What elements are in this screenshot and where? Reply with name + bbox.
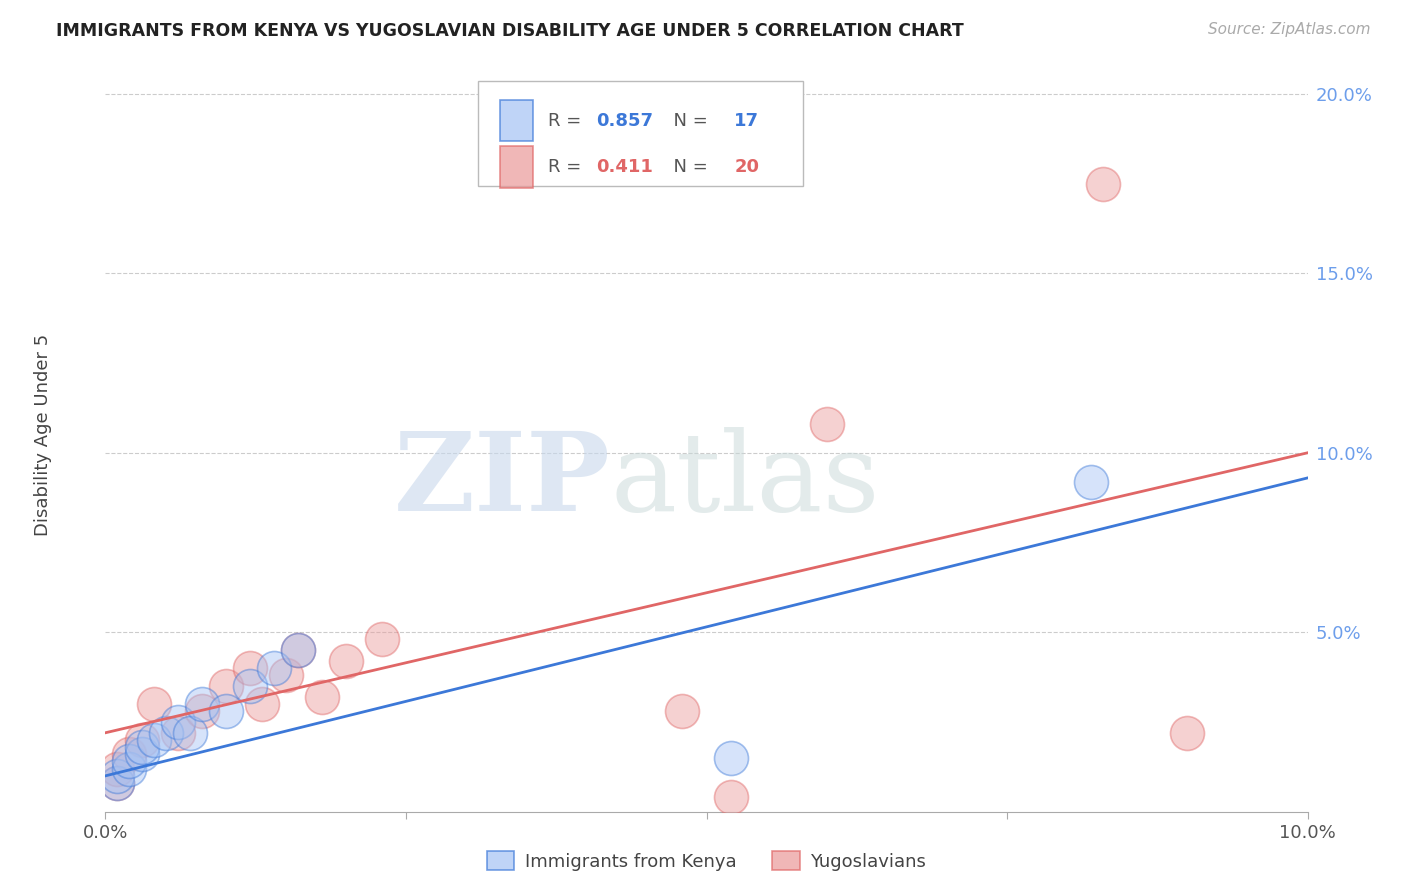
Point	[263, 661, 285, 675]
Legend: Immigrants from Kenya, Yugoslavians: Immigrants from Kenya, Yugoslavians	[479, 844, 934, 878]
Point	[371, 632, 394, 647]
Point	[239, 661, 262, 675]
Point	[287, 643, 309, 657]
Point	[1092, 177, 1115, 191]
Point	[107, 769, 129, 783]
Point	[107, 762, 129, 776]
Text: 17: 17	[734, 112, 759, 129]
Text: R =: R =	[548, 112, 586, 129]
Text: IMMIGRANTS FROM KENYA VS YUGOSLAVIAN DISABILITY AGE UNDER 5 CORRELATION CHART: IMMIGRANTS FROM KENYA VS YUGOSLAVIAN DIS…	[56, 22, 965, 40]
Text: ZIP: ZIP	[394, 426, 610, 533]
FancyBboxPatch shape	[499, 146, 533, 188]
FancyBboxPatch shape	[478, 80, 803, 186]
Point	[166, 714, 188, 729]
Point	[335, 654, 357, 668]
Point	[190, 697, 212, 711]
Text: 0.857: 0.857	[596, 112, 652, 129]
Point	[155, 725, 177, 739]
Point	[131, 740, 153, 755]
Point	[214, 704, 236, 718]
Point	[131, 733, 153, 747]
Text: atlas: atlas	[610, 426, 880, 533]
Point	[239, 679, 262, 693]
Point	[107, 776, 129, 790]
FancyBboxPatch shape	[499, 100, 533, 142]
Point	[131, 747, 153, 762]
Point	[671, 704, 693, 718]
Text: 20: 20	[734, 158, 759, 176]
Point	[287, 643, 309, 657]
Point	[179, 725, 201, 739]
Point	[118, 755, 141, 769]
Point	[311, 690, 333, 704]
Point	[118, 747, 141, 762]
Point	[142, 697, 165, 711]
Point	[214, 679, 236, 693]
Point	[274, 668, 297, 682]
Text: 0.411: 0.411	[596, 158, 652, 176]
Point	[1175, 725, 1198, 739]
Point	[142, 733, 165, 747]
Point	[720, 751, 742, 765]
Point	[107, 776, 129, 790]
Text: N =: N =	[662, 112, 713, 129]
Point	[1080, 475, 1102, 489]
Point	[815, 417, 838, 431]
Text: N =: N =	[662, 158, 713, 176]
Point	[720, 790, 742, 805]
Text: R =: R =	[548, 158, 586, 176]
Point	[190, 704, 212, 718]
Text: Source: ZipAtlas.com: Source: ZipAtlas.com	[1208, 22, 1371, 37]
Text: Disability Age Under 5: Disability Age Under 5	[34, 334, 52, 536]
Point	[166, 725, 188, 739]
Point	[118, 762, 141, 776]
Point	[250, 697, 273, 711]
